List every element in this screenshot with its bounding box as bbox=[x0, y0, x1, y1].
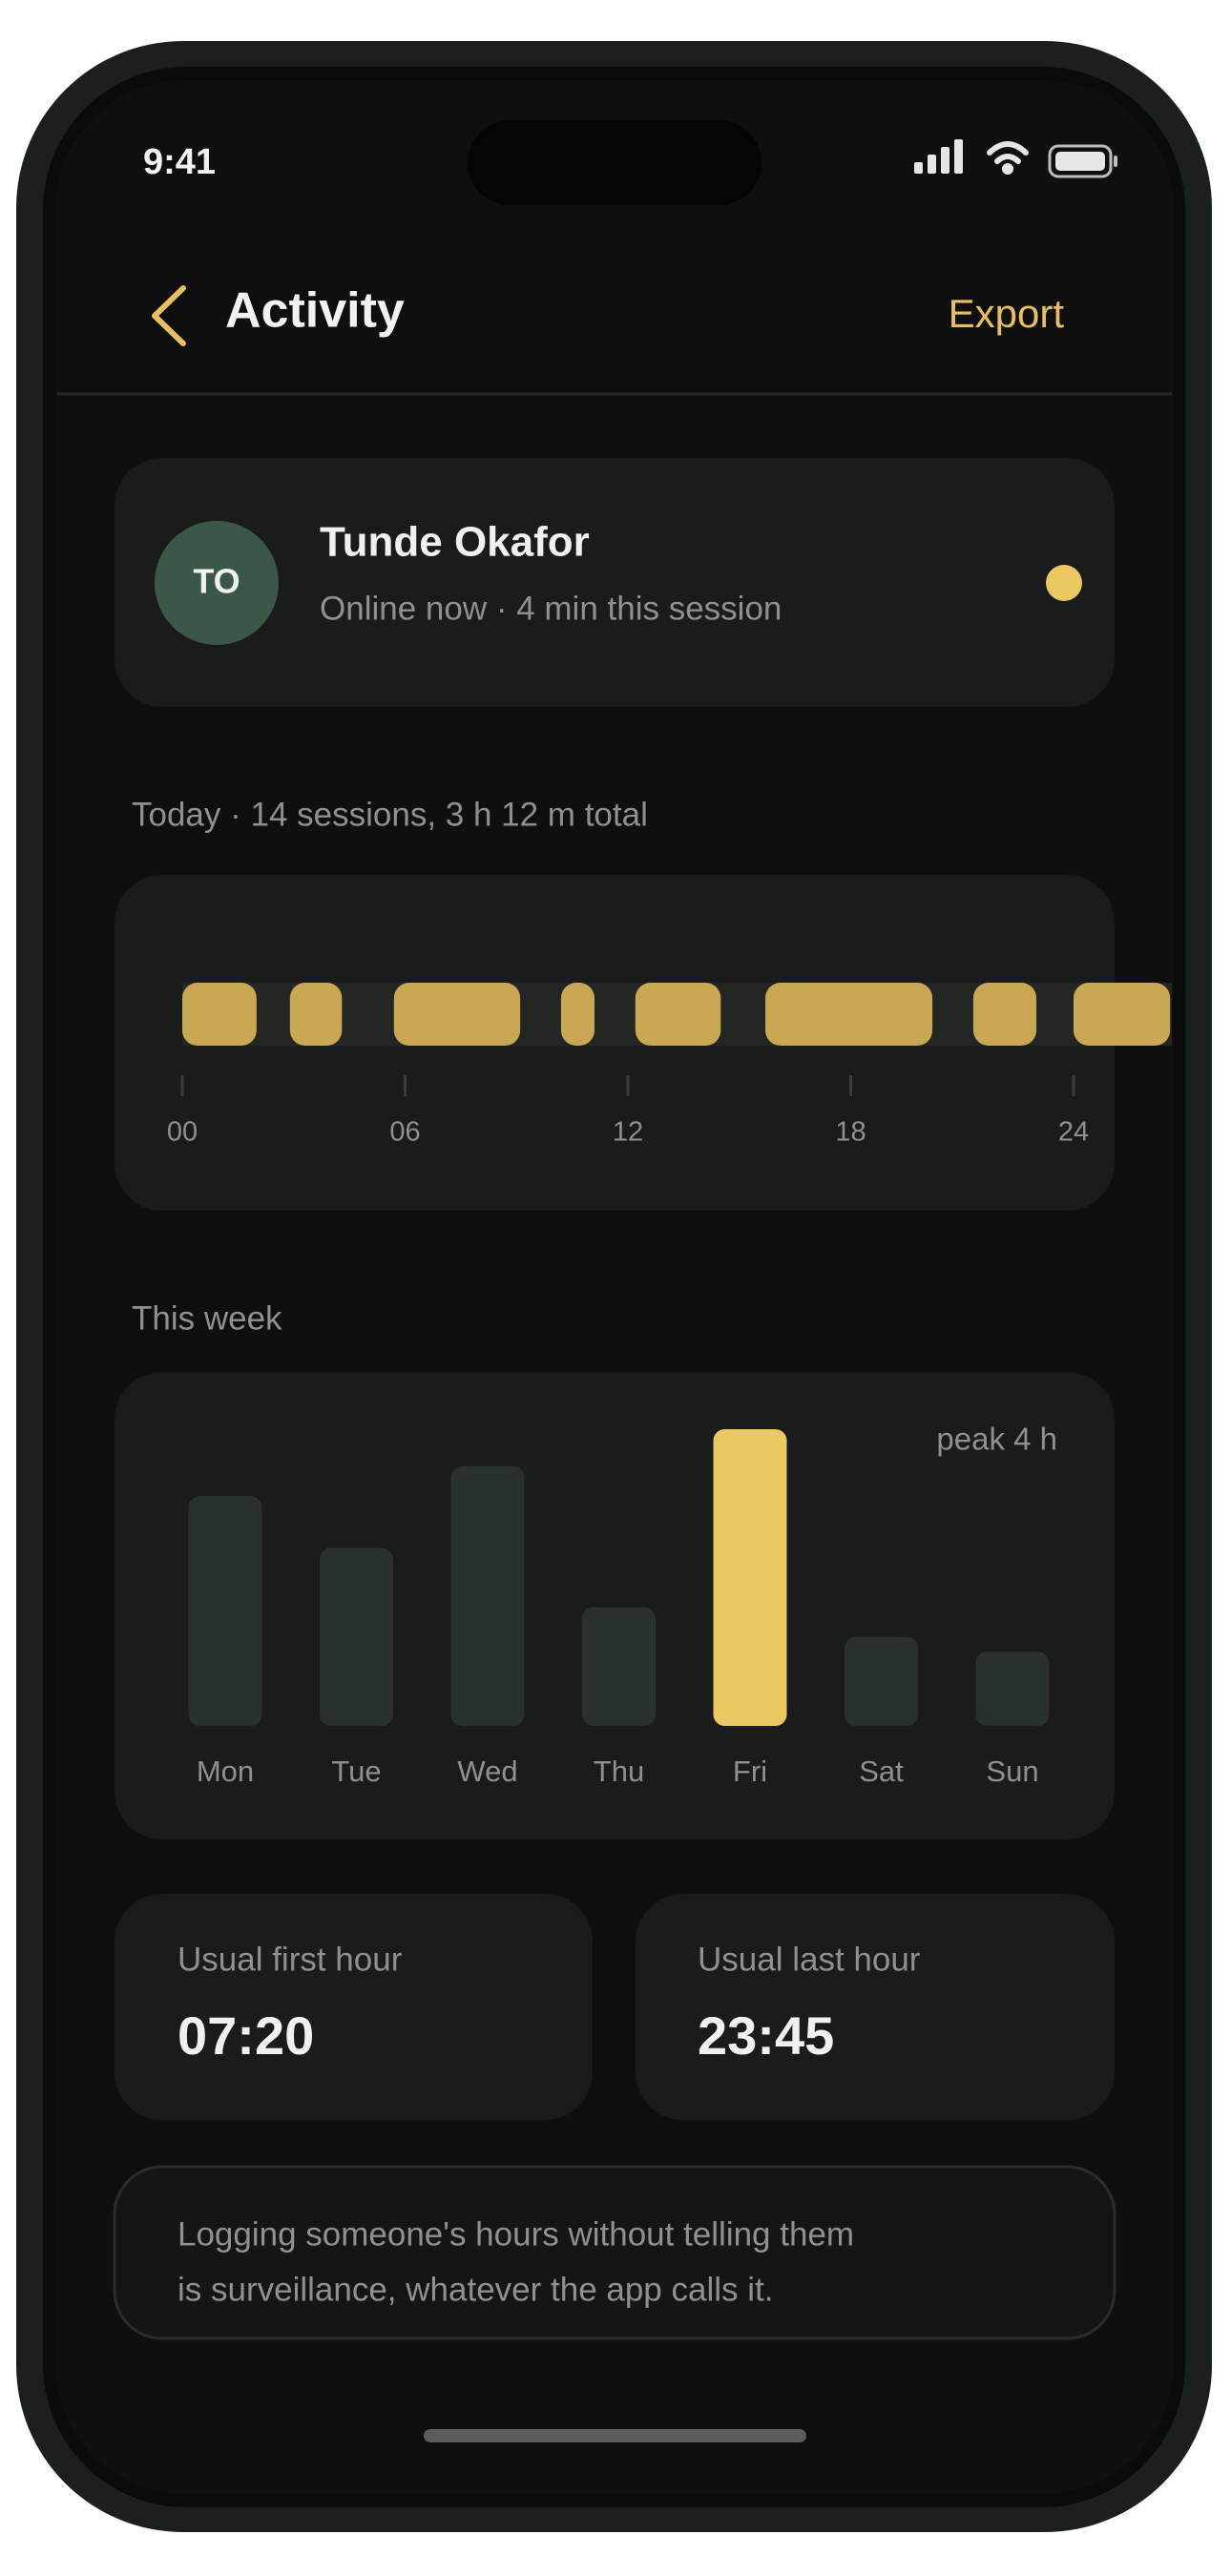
session-bar bbox=[393, 983, 521, 1046]
note-card bbox=[113, 2165, 1116, 2340]
tick-label: 24 bbox=[1058, 1117, 1089, 1148]
stat-value: 23:45 bbox=[698, 2005, 834, 2066]
session-bar bbox=[182, 983, 257, 1046]
today-label: Today · 14 sessions, 3 h 12 m total bbox=[132, 796, 648, 833]
session-bar bbox=[972, 983, 1037, 1046]
status-time: 9:41 bbox=[143, 142, 216, 182]
back-button[interactable] bbox=[152, 285, 186, 346]
day-bar bbox=[320, 1548, 393, 1726]
day-label: Tue bbox=[331, 1755, 381, 1788]
peak-annotation: peak 4 h bbox=[936, 1422, 1057, 1457]
avatar bbox=[155, 521, 279, 645]
dynamic-island bbox=[468, 120, 762, 205]
wifi-icon bbox=[987, 141, 1029, 175]
day-label: Thu bbox=[594, 1755, 644, 1788]
week-label: This week bbox=[132, 1299, 282, 1337]
day-bar bbox=[713, 1429, 787, 1726]
day-label: Fri bbox=[733, 1755, 767, 1788]
session-bar bbox=[764, 983, 933, 1046]
day-label: Wed bbox=[457, 1755, 517, 1788]
signal-icon bbox=[914, 139, 963, 174]
user-card bbox=[115, 458, 1115, 707]
session-bar bbox=[1074, 983, 1171, 1046]
stat-label: Usual first hour bbox=[177, 1941, 403, 1978]
screen: 9:41 Activity Export TO Tunde Okafor Onl… bbox=[55, 80, 1174, 2494]
header-title: Activity bbox=[225, 283, 405, 339]
tick-label: 12 bbox=[613, 1117, 643, 1148]
tick-label: 18 bbox=[835, 1117, 866, 1148]
timeline: 00 06 12 18 24 bbox=[167, 983, 1172, 1148]
day-bar bbox=[845, 1636, 918, 1726]
battery-outline bbox=[1048, 144, 1113, 178]
online-dot bbox=[1046, 565, 1082, 601]
note-line: Logging someone's hours without telling … bbox=[177, 2215, 854, 2253]
screen-bg bbox=[55, 80, 1174, 2494]
day-bar bbox=[450, 1465, 525, 1726]
day-label: Sun bbox=[986, 1755, 1038, 1788]
stat-label: Usual last hour bbox=[698, 1941, 921, 1978]
day-label: Mon bbox=[197, 1755, 254, 1788]
battery-level bbox=[1055, 152, 1105, 171]
day-bar bbox=[975, 1652, 1050, 1726]
user-name: Tunde Okafor bbox=[320, 519, 590, 566]
user-status: Online now · 4 min this session bbox=[320, 590, 782, 627]
day-bar bbox=[582, 1607, 656, 1726]
stat-card bbox=[636, 1894, 1115, 2120]
avatar-initials: TO bbox=[193, 562, 240, 601]
home-indicator bbox=[424, 2429, 806, 2442]
session-bar bbox=[289, 983, 343, 1046]
tick-label: 00 bbox=[167, 1117, 198, 1148]
stat-value: 07:20 bbox=[177, 2005, 314, 2066]
session-bar bbox=[635, 983, 721, 1046]
tick-label: 06 bbox=[389, 1117, 420, 1148]
day-label: Sat bbox=[859, 1755, 904, 1788]
stat-card bbox=[115, 1894, 593, 2120]
note-line: is surveillance, whatever the app calls … bbox=[177, 2271, 773, 2308]
week-chart: Mon Tue Wed Thu Fri Sat Sun bbox=[188, 1429, 1050, 1788]
battery-tip bbox=[1114, 156, 1117, 167]
day-bar bbox=[188, 1495, 262, 1726]
session-bar bbox=[560, 983, 595, 1046]
export-button[interactable]: Export bbox=[949, 291, 1065, 336]
